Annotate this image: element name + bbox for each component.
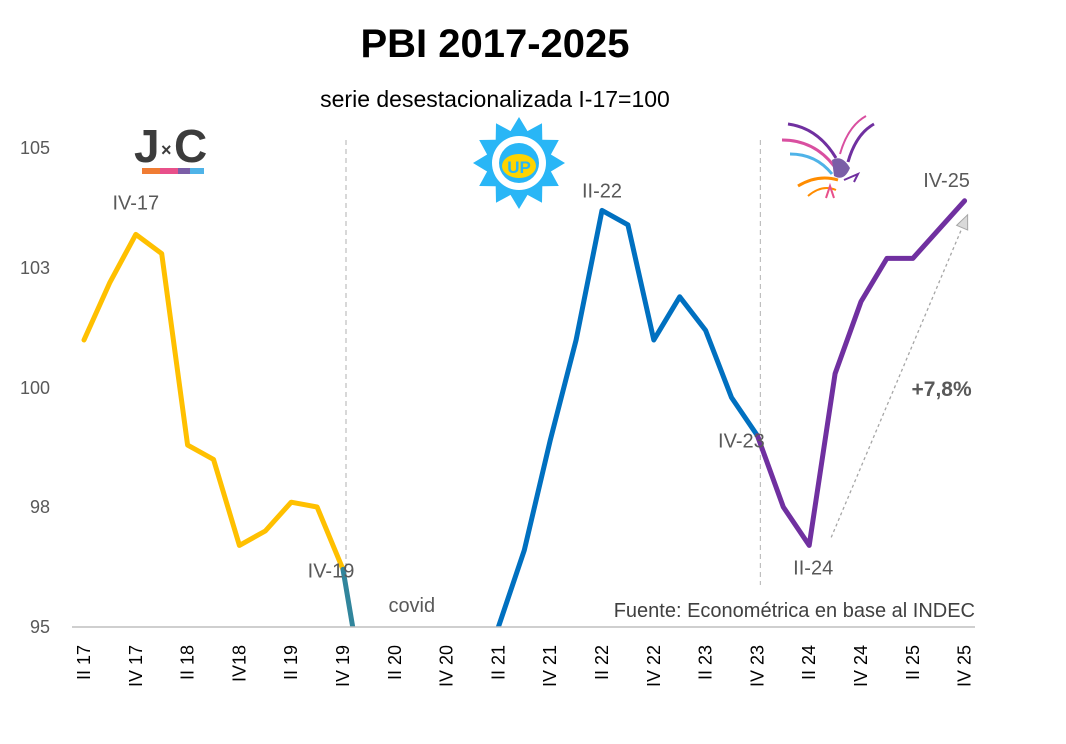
svg-text:C: C xyxy=(174,120,207,172)
x-tick-label-iv-22: IV 22 xyxy=(644,645,664,687)
annotation-iv-25: IV-25 xyxy=(923,170,970,192)
x-tick-label-ii-21: II 21 xyxy=(488,645,508,680)
x-tick-label-iv-21: IV 21 xyxy=(540,645,560,687)
series-line-2 xyxy=(495,207,760,627)
chart-title: PBI 2017-2025 xyxy=(360,22,630,66)
x-tick-label-ii-17: II 17 xyxy=(74,645,94,680)
up-logo: UP xyxy=(473,117,565,209)
x-tick-label-iv-20: IV 20 xyxy=(437,645,457,687)
annotation-covid: covid xyxy=(388,595,435,617)
axis-layer: 105 103 100 98 95 II 17 IV 17 II 18 IV18 II 19 IV … xyxy=(20,138,975,687)
x-tick-label-ii-25: II 25 xyxy=(903,645,923,680)
y-tick-label-98: 98 xyxy=(30,497,50,517)
x-tick-label-iv-19: IV 19 xyxy=(333,645,353,687)
annotation-layer: IV-17 IV-19 covid II-22 IV-23 II-24 IV-25 +7,8%… xyxy=(112,170,975,622)
chart-subtitle: serie desestacionalizada I-17=100 xyxy=(320,86,670,112)
series-line-3 xyxy=(754,198,968,548)
x-tick-label-ii-19: II 19 xyxy=(281,645,301,680)
series-line-0 xyxy=(81,231,346,572)
series-line-1 xyxy=(340,566,356,627)
y-tick-label-103: 103 xyxy=(20,258,50,278)
x-tick-label-ii-23: II 23 xyxy=(696,645,716,680)
annotation-iv-23: IV-23 xyxy=(718,431,765,453)
x-tick-label-ii-20: II 20 xyxy=(385,645,405,680)
x-tick-label-iv-25: IV 25 xyxy=(955,645,975,687)
y-tick-label-105: 105 xyxy=(20,138,50,158)
svg-text:J: J xyxy=(134,120,160,172)
x-tick-label-ii-22: II 22 xyxy=(592,645,612,680)
y-tick-label-100: 100 xyxy=(20,378,50,398)
x-tick-label-iv-23: IV 23 xyxy=(747,645,767,687)
grid-layer xyxy=(345,140,762,585)
annotation-ii-24: II-24 xyxy=(793,557,833,579)
annotation-iv-17: IV-17 xyxy=(112,192,159,214)
x-tick-label-ii-18: II 18 xyxy=(178,645,198,680)
svg-text:UP: UP xyxy=(507,158,531,177)
growth-arrow-head xyxy=(955,213,969,231)
x-tick-label-ii-24: II 24 xyxy=(799,645,819,680)
svg-text:×: × xyxy=(161,140,172,160)
lla-logo xyxy=(781,115,875,199)
x-tick-label-iv18: IV18 xyxy=(229,645,249,682)
series-layer xyxy=(81,198,968,627)
annotation-ii-22: II-22 xyxy=(582,180,622,202)
x-tick-label-iv-17: IV 17 xyxy=(126,645,146,687)
x-tick-label-iv-24: IV 24 xyxy=(851,645,871,687)
jxc-logo: J × C xyxy=(134,120,207,174)
growth-arrow-line xyxy=(830,214,969,538)
annotation-iv-19: IV-19 xyxy=(308,560,355,582)
growth-label: +7,8% xyxy=(912,378,972,401)
source-note: Fuente: Econométrica en base al INDEC xyxy=(614,600,975,622)
y-tick-label-95: 95 xyxy=(30,617,50,637)
